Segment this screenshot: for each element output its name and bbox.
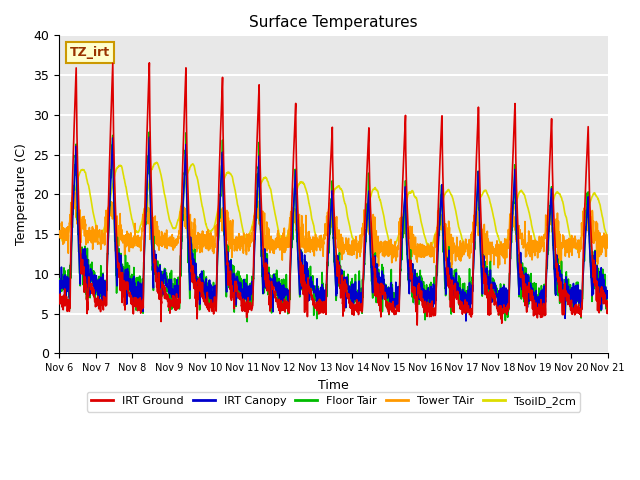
- Tower TAir: [55, 234, 63, 240]
- Tower TAir: [556, 231, 564, 237]
- IRT Ground: [493, 305, 501, 311]
- IRT Canopy: [145, 134, 153, 140]
- Floor Tair: [571, 303, 579, 309]
- Tower TAir: [493, 238, 501, 244]
- IRT Canopy: [604, 293, 612, 299]
- Floor Tair: [493, 292, 501, 298]
- IRT Canopy: [571, 300, 579, 305]
- Tower TAir: [71, 190, 79, 195]
- IRT Canopy: [55, 291, 63, 297]
- TsoilD_2cm: [571, 244, 579, 250]
- Title: Surface Temperatures: Surface Temperatures: [249, 15, 418, 30]
- IRT Ground: [571, 303, 579, 309]
- Line: Floor Tair: Floor Tair: [59, 132, 608, 322]
- TsoilD_2cm: [604, 235, 612, 241]
- IRT Ground: [145, 60, 153, 66]
- TsoilD_2cm: [349, 237, 357, 242]
- Floor Tair: [145, 129, 153, 135]
- Floor Tair: [604, 295, 612, 301]
- TsoilD_2cm: [556, 191, 563, 197]
- TsoilD_2cm: [209, 227, 216, 233]
- IRT Ground: [362, 207, 369, 213]
- IRT Ground: [413, 322, 421, 328]
- TsoilD_2cm: [362, 215, 369, 221]
- Floor Tair: [362, 228, 369, 234]
- Line: Tower TAir: Tower TAir: [59, 192, 608, 270]
- Legend: IRT Ground, IRT Canopy, Floor Tair, Tower TAir, TsoilD_2cm: IRT Ground, IRT Canopy, Floor Tair, Towe…: [86, 392, 580, 411]
- Floor Tair: [243, 319, 251, 324]
- IRT Canopy: [362, 241, 369, 247]
- TsoilD_2cm: [572, 246, 580, 252]
- IRT Ground: [55, 300, 63, 305]
- IRT Canopy: [493, 294, 501, 300]
- TsoilD_2cm: [55, 229, 63, 235]
- IRT Canopy: [462, 318, 470, 324]
- Text: TZ_irt: TZ_irt: [70, 46, 110, 59]
- Floor Tair: [556, 300, 564, 306]
- Tower TAir: [571, 233, 579, 239]
- Tower TAir: [209, 241, 216, 247]
- IRT Ground: [556, 277, 564, 283]
- Floor Tair: [55, 291, 63, 297]
- Floor Tair: [350, 294, 358, 300]
- Line: TsoilD_2cm: TsoilD_2cm: [59, 162, 608, 249]
- Line: IRT Ground: IRT Ground: [59, 63, 608, 325]
- Floor Tair: [209, 306, 216, 312]
- IRT Ground: [604, 308, 612, 313]
- TsoilD_2cm: [493, 230, 501, 236]
- X-axis label: Time: Time: [318, 379, 349, 392]
- TsoilD_2cm: [153, 159, 161, 165]
- Tower TAir: [362, 225, 369, 230]
- IRT Canopy: [209, 296, 216, 302]
- Tower TAir: [349, 238, 357, 243]
- IRT Canopy: [556, 286, 564, 291]
- Tower TAir: [604, 242, 612, 248]
- Line: IRT Canopy: IRT Canopy: [59, 137, 608, 321]
- Y-axis label: Temperature (C): Temperature (C): [15, 144, 28, 245]
- IRT Canopy: [349, 301, 357, 307]
- Tower TAir: [554, 267, 562, 273]
- IRT Ground: [349, 301, 357, 307]
- IRT Ground: [209, 301, 216, 307]
